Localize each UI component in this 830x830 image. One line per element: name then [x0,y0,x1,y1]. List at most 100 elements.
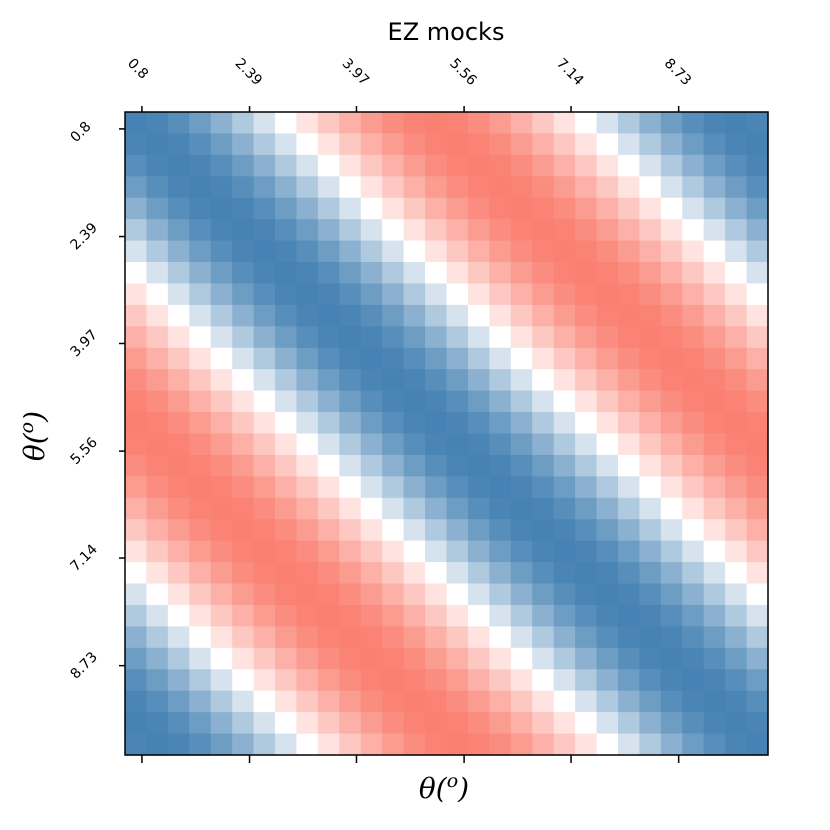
heatmap-cell [146,626,169,649]
heatmap-cell [596,433,619,456]
heatmap-cell [725,304,748,327]
heatmap-cell [575,112,598,135]
heatmap-cell [682,540,705,563]
heatmap-cell [703,369,726,392]
heatmap-cell [596,454,619,477]
heatmap-cell [575,412,598,435]
heatmap-cell [210,262,233,285]
x-axis-label-close: ) [457,772,469,805]
heatmap-cell [639,583,662,606]
heatmap-cell [167,519,190,542]
heatmap-cell [575,712,598,735]
heatmap-cell [596,390,619,413]
heatmap-cell [146,712,169,735]
heatmap-cell [682,283,705,306]
heatmap-cell [660,133,683,156]
heatmap-cell [360,219,383,242]
heatmap-cell [746,647,769,670]
heatmap-cell [703,519,726,542]
heatmap-cell [596,712,619,735]
heatmap-cell [596,583,619,606]
heatmap-cell [275,562,298,585]
heatmap-cell [725,519,748,542]
heatmap-cell [189,369,212,392]
heatmap-cell [746,433,769,456]
heatmap-cell [253,240,276,263]
heatmap-cell [146,369,169,392]
heatmap-cell [617,176,640,199]
heatmap-cell [725,669,748,692]
heatmap-cell [275,347,298,370]
heatmap-cell [639,562,662,585]
heatmap-cell [275,712,298,735]
left-tick-label: 7.14 [68,541,101,574]
heatmap-cell [232,390,255,413]
heatmap-cell [296,540,319,563]
heatmap-cell [189,604,212,627]
heatmap-cell [510,519,533,542]
heatmap-cell [232,369,255,392]
heatmap-cell [596,154,619,177]
heatmap-cell [467,519,490,542]
heatmap-cell [596,326,619,349]
heatmap-cell [146,497,169,520]
heatmap-cell [682,412,705,435]
heatmap-cell [703,669,726,692]
heatmap-cell [467,454,490,477]
heatmap-cell [275,304,298,327]
heatmap-cell [296,240,319,263]
heatmap-cell [232,540,255,563]
heatmap-cell [596,604,619,627]
heatmap-cell [253,454,276,477]
heatmap-cell [360,347,383,370]
heatmap-cell [596,519,619,542]
heatmap-cell [146,454,169,477]
heatmap-cell [553,712,576,735]
heatmap-cell [489,733,512,756]
heatmap-cell [146,219,169,242]
heatmap-cell [532,154,555,177]
heatmap-cell [125,583,148,606]
heatmap-cell [446,112,469,135]
heatmap-cell [296,712,319,735]
heatmap-cell [553,369,576,392]
heatmap-cell [532,197,555,220]
heatmap-cell [210,562,233,585]
heatmap-cell [639,154,662,177]
heatmap-cell [360,583,383,606]
heatmap-cell [660,540,683,563]
heatmap-cell [403,197,426,220]
heatmap-cell [510,176,533,199]
heatmap-cell [596,412,619,435]
heatmap-cell [189,326,212,349]
heatmap-cell [489,519,512,542]
heatmap-cell [489,604,512,627]
heatmap-cell [317,626,340,649]
top-tick-label: 7.14 [553,56,586,89]
x-axis-label: θ(o) [419,770,469,805]
heatmap-cell [382,540,405,563]
heatmap-cell [360,669,383,692]
heatmap-cell [296,412,319,435]
heatmap-cell [339,326,362,349]
heatmap-cell [317,454,340,477]
heatmap-cell [639,304,662,327]
heatmap-cell [317,154,340,177]
heatmap-cell [660,176,683,199]
heatmap-cell [467,433,490,456]
heatmap-cell [360,154,383,177]
heatmap-cell [660,733,683,756]
heatmap-cell [360,690,383,713]
heatmap-cell [532,583,555,606]
heatmap-cell [167,262,190,285]
heatmap-cell [446,519,469,542]
heatmap-cell [360,304,383,327]
heatmap-cell [575,176,598,199]
heatmap-cell [253,712,276,735]
heatmap-cell [575,304,598,327]
heatmap-cell [639,604,662,627]
heatmap-cell [617,519,640,542]
heatmap-cell [489,626,512,649]
heatmap-cell [317,390,340,413]
